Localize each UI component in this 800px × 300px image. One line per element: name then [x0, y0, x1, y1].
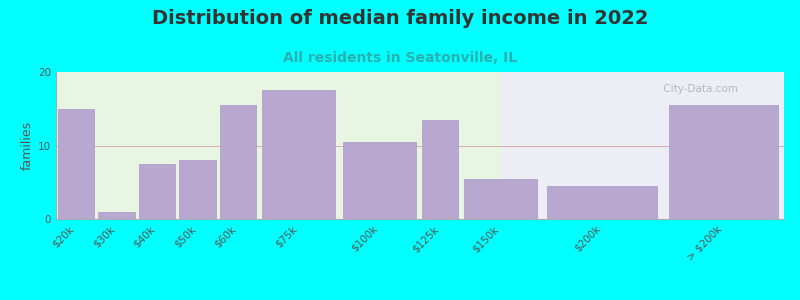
Bar: [56, 72, 501, 219]
Bar: [501, 72, 784, 219]
Bar: [58, 109, 94, 219]
Bar: [139, 164, 175, 219]
Bar: [422, 120, 458, 219]
Bar: [669, 105, 778, 219]
Bar: [98, 212, 135, 219]
Bar: [179, 160, 216, 219]
Text: Distribution of median family income in 2022: Distribution of median family income in …: [152, 9, 648, 28]
Bar: [465, 178, 538, 219]
Bar: [262, 90, 335, 219]
Bar: [343, 142, 416, 219]
Y-axis label: families: families: [21, 121, 34, 170]
Bar: [220, 105, 256, 219]
Bar: [547, 186, 657, 219]
Text: City-Data.com: City-Data.com: [660, 84, 738, 94]
Text: All residents in Seatonville, IL: All residents in Seatonville, IL: [283, 51, 517, 65]
